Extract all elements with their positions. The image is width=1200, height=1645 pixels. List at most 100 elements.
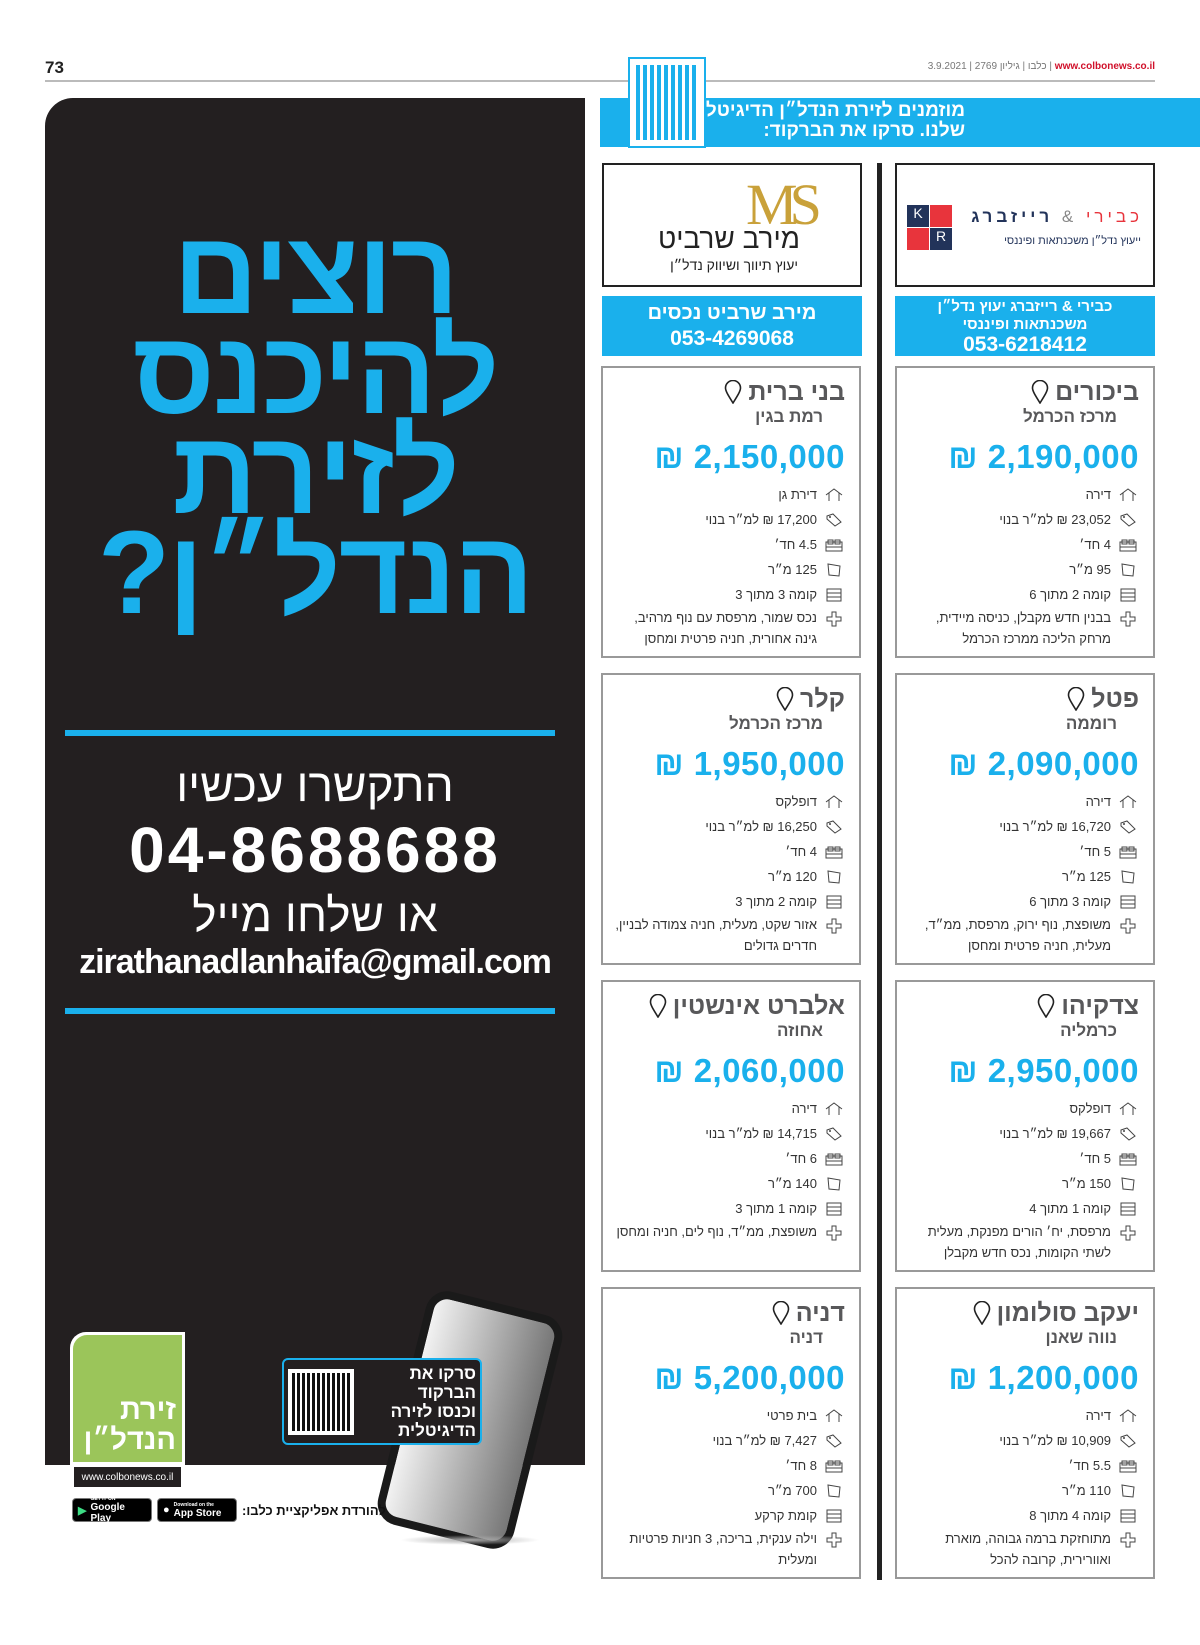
currency: ₪ — [654, 438, 685, 475]
floors-icon — [1120, 1509, 1136, 1522]
price-value: 2,950,000 — [987, 1052, 1139, 1089]
floors-icon — [826, 1202, 842, 1215]
floor: קומה 2 מתוך 6 — [1029, 587, 1111, 602]
listing-card[interactable]: קלר מרכז הכרמל ₪ 1,950,000 דופלקס 16,250… — [601, 673, 861, 965]
area-icon — [827, 1176, 841, 1191]
logo-letter: M — [746, 172, 798, 237]
site-link[interactable]: www.colbonews.co.il — [1054, 61, 1155, 72]
floor: קומה 3 מתוך 6 — [1029, 894, 1111, 909]
plus-icon — [1120, 918, 1136, 934]
listing-neighborhood: מרכז הכרמל — [1022, 407, 1117, 426]
logo-letter: K — [907, 205, 929, 227]
rooms: 5 חד׳ — [1079, 844, 1111, 859]
listing-street: בני ברית — [748, 378, 845, 406]
listing-neighborhood: מרכז הכרמל — [728, 714, 823, 733]
listing-price: ₪ 2,190,000 — [907, 438, 1139, 476]
area-icon — [1121, 869, 1135, 884]
ad-phone[interactable]: 04-8688688 — [129, 814, 501, 886]
bed-icon — [1119, 846, 1137, 858]
rooms: 8 חד׳ — [785, 1458, 817, 1473]
size: 150 מ״ר — [1061, 1176, 1111, 1191]
price-tag-icon — [1120, 1433, 1136, 1448]
page-number: 73 — [45, 58, 64, 77]
listing-street: יעקב סולומון — [996, 1299, 1139, 1327]
listing-price: ₪ 2,950,000 — [907, 1052, 1139, 1090]
floor: קומה 4 מתוך 8 — [1029, 1508, 1111, 1523]
download-label: להורדת אפליקציית כלבו: — [242, 1503, 386, 1518]
listing-card[interactable]: פטל רוממה ₪ 2,090,000 דירה 16,720 ₪ למ״ר… — [895, 673, 1155, 965]
app-store-button[interactable]: ● Download on the App Store — [157, 1498, 237, 1522]
currency: ₪ — [948, 745, 979, 782]
divider-line — [65, 730, 555, 736]
currency: ₪ — [948, 1052, 979, 1089]
listing-card[interactable]: בני ברית רמת בגין ₪ 2,150,000 דירת גן 17… — [601, 366, 861, 658]
call-now-text: התקשרו עכשיו — [176, 759, 454, 811]
currency: ₪ — [654, 745, 685, 782]
logo-sub: יעוץ תיווך ושיווק נדל״ן — [670, 257, 798, 273]
badge-big: App Store — [173, 1507, 222, 1519]
features: מתוחזקת ברמה גבוהה, מוארת ואוורירית, קרו… — [945, 1531, 1111, 1567]
rooms: 4 חד׳ — [785, 844, 817, 859]
divider-line — [65, 1008, 555, 1014]
scan-callout: סרקו את הברקוד וכנסו לזירה הדיגיטלית — [282, 1358, 482, 1445]
logo-text: הנדל״ן — [83, 1424, 176, 1456]
listing-card[interactable]: צדקיהו כרמליה ₪ 2,950,000 דופלקס 19,667 … — [895, 980, 1155, 1272]
issue: גיליון 2769 — [974, 61, 1020, 72]
headline-line: להיכנס — [132, 307, 500, 439]
page-header: www.colbonews.co.il | כלבו | גיליון 2769… — [927, 61, 1155, 72]
contact-phone[interactable]: 053-6218412 — [963, 333, 1087, 356]
area-icon — [827, 562, 841, 577]
features: משופצת, נוף ירוק, מרפסת, ממ״ד, מעלית, חנ… — [924, 917, 1111, 953]
phone-shadow — [400, 1535, 540, 1545]
listing-card[interactable]: דניה דניה ₪ 5,200,000 בית פרטי 7,427 ₪ ל… — [601, 1287, 861, 1579]
floors-icon — [1120, 1202, 1136, 1215]
listing-card[interactable]: אלברט אינשטין אחוזה ₪ 2,060,000 דירה 14,… — [601, 980, 861, 1272]
badge-small: GET IT ON — [90, 1496, 116, 1502]
size: 125 מ״ר — [1061, 869, 1111, 884]
scan-text: וכנסו לזירה — [390, 1401, 476, 1421]
bed-icon — [825, 846, 843, 858]
contact-subtitle: משכנתאות ופיננסי — [962, 316, 1088, 333]
zirat-logo: זירת הנדל״ן — [70, 1332, 185, 1465]
property-type: דופלקס — [1069, 1101, 1111, 1116]
property-type: דירת גן — [778, 487, 817, 502]
header-rule — [45, 80, 1155, 82]
price-tag-icon — [826, 512, 842, 527]
area-icon — [1121, 1176, 1135, 1191]
google-play-button[interactable]: ▶ GET IT ON Google Play — [72, 1496, 152, 1524]
features: אזור שקט, מעלית, חניה צמודה לבניין, חדרי… — [615, 917, 817, 953]
agency-logo-kr: K R כבירי & רייזברג ייעוץ נדל״ן משכנתאות… — [895, 163, 1155, 287]
listing-street: ביכורים — [1055, 378, 1139, 406]
qr-code[interactable] — [288, 1368, 354, 1435]
listing-card[interactable]: יעקב סולומון נווה שאנן ₪ 1,200,000 דירה … — [895, 1287, 1155, 1579]
price-per-meter: 19,667 ₪ למ״ר בנוי — [999, 1126, 1111, 1141]
logo-url[interactable]: www.colbonews.co.il — [73, 1466, 182, 1488]
price-per-meter: 7,427 ₪ למ״ר בנוי — [712, 1433, 817, 1448]
property-type: דירה — [1085, 1408, 1111, 1423]
features: מרפסת, יח׳ הורים מפנקת, מעלית לשתי הקומו… — [927, 1224, 1111, 1260]
headline-line: רוצים — [173, 207, 459, 339]
listing-price: ₪ 2,150,000 — [613, 438, 845, 476]
listing-price: ₪ 5,200,000 — [613, 1359, 845, 1397]
qr-code[interactable] — [628, 57, 706, 148]
scan-text: הברקוד — [417, 1382, 476, 1402]
contact-title: כבירי & רייזברג יעוץ נדל״ן — [937, 298, 1113, 315]
contact-phone[interactable]: 053-4269068 — [670, 327, 794, 350]
price-per-meter: 16,720 ₪ למ״ר בנוי — [999, 819, 1111, 834]
size: 110 מ״ר — [1061, 1483, 1111, 1498]
price-per-meter: 16,250 ₪ למ״ר בנוי — [705, 819, 817, 834]
listing-price: ₪ 2,060,000 — [613, 1052, 845, 1090]
features: משופצת, ממ״ד, נוף לים, חניה ומחסן — [616, 1224, 817, 1239]
size: 125 מ״ר — [767, 562, 817, 577]
floors-icon — [826, 1509, 842, 1522]
property-type: דירה — [1085, 794, 1111, 809]
plus-icon — [1120, 611, 1136, 627]
listing-card[interactable]: ביכורים מרכז הכרמל ₪ 2,190,000 דירה 23,0… — [895, 366, 1155, 658]
agency-contact-kr: כבירי & רייזברג יעוץ נדל״ן משכנתאות ופינ… — [895, 296, 1155, 356]
house-icon — [1119, 1408, 1137, 1422]
ad-email[interactable]: zirathanadlanhaifa@gmail.com — [79, 943, 552, 981]
plus-icon — [826, 918, 842, 934]
price-tag-icon — [826, 819, 842, 834]
area-icon — [1121, 1483, 1135, 1498]
rooms: 5 חד׳ — [1079, 1151, 1111, 1166]
